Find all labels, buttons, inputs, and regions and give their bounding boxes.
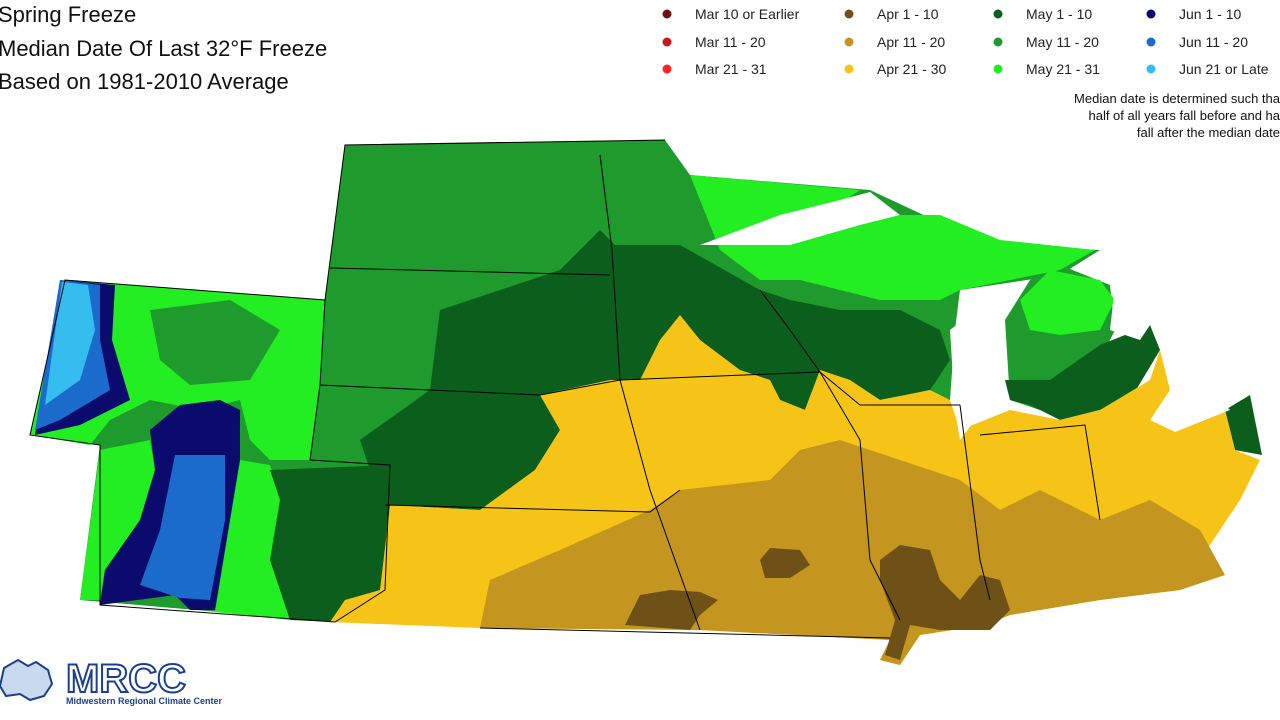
logo-name: MRCC: [66, 657, 186, 701]
legend-swatch: [1146, 37, 1156, 47]
region: [215, 460, 290, 620]
legend-swatch: [844, 64, 854, 74]
title-line: Based on 1981-2010 Average: [0, 69, 289, 94]
legend-label: May 1 - 10: [1026, 6, 1092, 22]
legend-swatch: [662, 64, 672, 74]
legend-label: Apr 21 - 30: [877, 61, 946, 77]
legend-swatch: [844, 9, 854, 19]
legend-swatch: [1146, 9, 1156, 19]
legend-swatch: [662, 9, 672, 19]
legend-label: Apr 1 - 10: [877, 6, 939, 22]
region: [1225, 395, 1262, 455]
legend-label: Mar 10 or Earlier: [695, 6, 800, 22]
region: [1020, 270, 1115, 335]
region: [880, 545, 1010, 660]
legend-label: May 21 - 31: [1026, 61, 1100, 77]
legend-swatch: [844, 37, 854, 47]
legend-label: Jun 1 - 10: [1179, 6, 1241, 22]
logo: MRCC Midwestern Regional Climate Center: [0, 656, 223, 706]
note-line: Median date is determined such tha: [1074, 91, 1280, 106]
legend-label: Jun 21 or Late: [1179, 61, 1269, 77]
legend-label: Jun 11 - 20: [1179, 34, 1248, 50]
region: [760, 548, 810, 578]
legend-swatch: [993, 37, 1003, 47]
legend-label: Mar 21 - 31: [695, 61, 767, 77]
legend-swatch: [1146, 64, 1156, 74]
title-line: Median Date Of Last 32°F Freeze: [0, 36, 327, 61]
map: [29, 139, 1262, 665]
region: [80, 440, 155, 600]
region: [140, 455, 225, 600]
region: [150, 300, 280, 385]
lake: [1150, 400, 1230, 432]
legend-label: Mar 11 - 20: [695, 34, 766, 50]
note: Median date is determined such tha half …: [1074, 91, 1280, 140]
lake: [1110, 285, 1150, 340]
region: [690, 175, 1095, 300]
legend-swatch: [662, 37, 672, 47]
legend-swatch: [993, 9, 1003, 19]
note-line: half of all years fall before and ha: [1088, 108, 1280, 123]
region: [625, 590, 718, 630]
note-line: fall after the median date: [1137, 125, 1280, 140]
legend-swatch: [993, 64, 1003, 74]
title-line: Spring Freeze: [0, 2, 136, 27]
legend-label: Apr 11 - 20: [877, 34, 945, 50]
state-lines: [29, 139, 1101, 639]
lake: [950, 300, 1000, 440]
region: [45, 282, 95, 405]
region: [1005, 325, 1160, 420]
lake: [700, 192, 900, 245]
region: [270, 465, 390, 622]
logo-full-name: Midwestern Regional Climate Center: [66, 696, 223, 706]
region: [345, 230, 950, 600]
legend-label: May 11 - 20: [1026, 34, 1099, 50]
logo-icon: [0, 658, 54, 702]
